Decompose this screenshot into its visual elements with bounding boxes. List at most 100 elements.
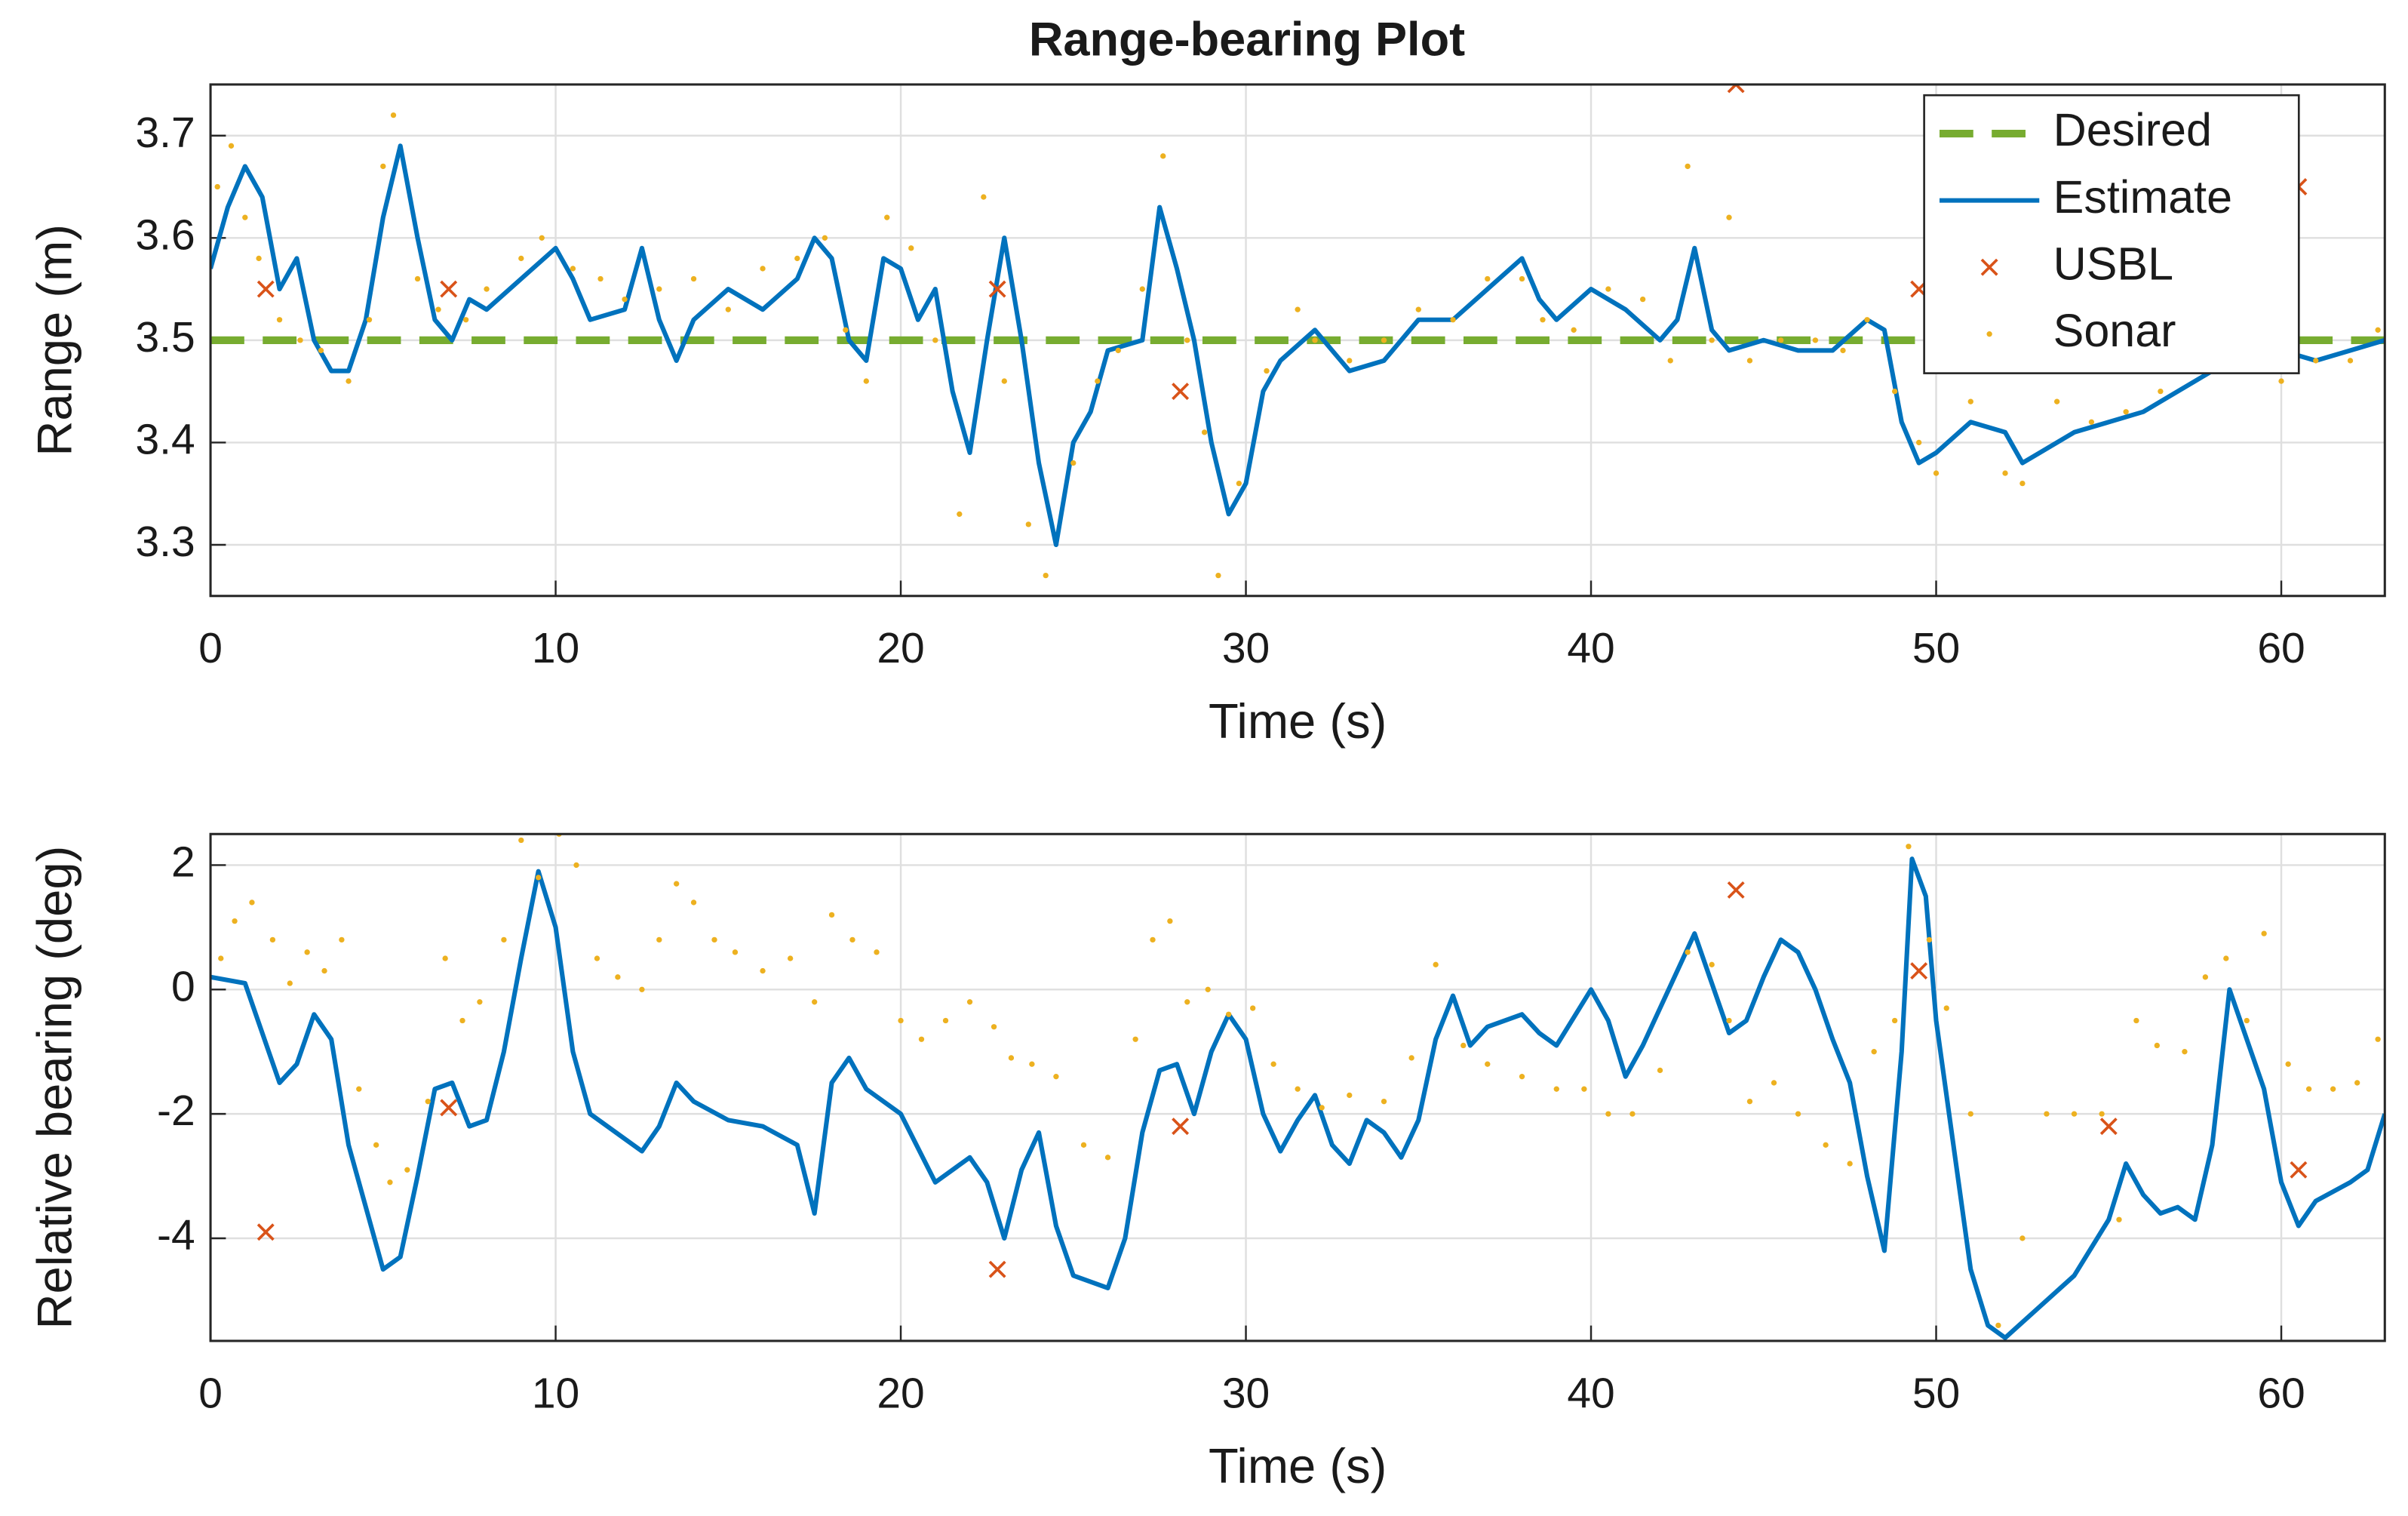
sonar-point [1381,337,1387,343]
sonar-point [2123,409,2129,415]
sonar-point [287,980,293,986]
sonar-point [318,347,324,354]
x-tick-label: 10 [532,624,579,672]
sonar-point [674,881,680,887]
sonar-point [1408,1055,1414,1061]
sonar-point [242,214,248,220]
sonar-point [536,875,542,881]
sonar-point [321,967,327,974]
sonar-point [1795,1111,1801,1117]
sonar-point [304,949,310,955]
sonar-point [957,511,963,517]
sonar-point [380,163,386,170]
x-tick-label: 50 [1912,624,1960,672]
chart-title: Range-bearing Plot [1029,14,1465,66]
legend-swatch [1986,331,1992,337]
sonar-point [1053,1074,1059,1080]
sonar-point [249,899,255,906]
x-tick-label: 60 [2257,624,2305,672]
sonar-point [787,955,794,961]
sonar-point [1236,480,1242,487]
sonar-point [615,974,621,980]
sonar-point [2019,1235,2026,1241]
x-tick-label: 50 [1912,1369,1960,1417]
sonar-point [387,1179,393,1185]
sonar-point [1906,844,1912,850]
sonar-point [1519,275,1525,282]
sonar-point [2019,480,2026,487]
sonar-point [2375,327,2381,333]
sonar-point [2305,1086,2312,1092]
sonar-point [1685,163,1691,170]
sonar-point [2154,1042,2160,1049]
x-tick-label: 40 [1567,1369,1614,1417]
sonar-point [1381,1098,1387,1105]
sonar-point [1709,961,1715,967]
sonar-point [539,235,545,241]
sonar-point [2202,974,2209,980]
sonar-point [1139,286,1145,292]
sonar-point [1871,1049,1877,1055]
sonar-point [1029,1061,1035,1067]
sonar-point [843,327,849,333]
sonar-point [822,235,828,241]
sonar-point [1995,1322,2001,1329]
sonar-point [462,317,469,323]
sonar-point [1864,317,1870,323]
sonar-point [2347,358,2354,364]
sonar-point [1264,367,1270,374]
usbl-marker [440,1099,458,1117]
sonar-point [214,183,220,190]
sonar-point [2044,1111,2050,1117]
sonar-point [884,214,890,220]
x-tick-label: 20 [877,624,924,672]
y-tick-label: -4 [157,1211,195,1259]
sonar-point [2244,1017,2250,1024]
usbl-marker [1727,881,1745,899]
sonar-point [228,143,235,149]
sonar-point [908,245,914,251]
sonar-point [1915,439,1922,446]
legend-label: USBL [2053,238,2173,289]
sonar-point [656,936,662,943]
sonar-point [218,955,224,961]
y-tick-label: 3.6 [135,211,195,259]
sonar-point [1891,1017,1898,1024]
sonar-point [1726,1017,1732,1024]
usbl-marker [440,280,458,298]
x-tick-label: 20 [877,1369,924,1417]
sonar-point [597,275,604,282]
sonar-point [760,266,766,272]
sonar-point [2002,470,2008,476]
sonar-point [2313,358,2319,364]
legend-box [1923,94,2300,374]
sonar-point [2116,1216,2122,1222]
series-line [210,856,2385,1340]
usbl-marker [256,280,275,298]
sonar-point [1347,1092,1353,1099]
sonar-point [2330,1086,2336,1092]
sonar-point [760,967,766,974]
sonar-point [1933,470,1940,476]
sonar-point [1415,306,1421,312]
sonar-point [435,306,441,312]
sonar-point [1540,317,1546,323]
sonar-point [425,1098,431,1105]
sonar-point [2375,1036,2381,1042]
sonar-point [356,1086,362,1092]
sonar-point [1485,275,1491,282]
sonar-point [1667,358,1673,364]
sonar-point [1485,1061,1491,1067]
sonar-point [2133,1017,2139,1024]
legend-swatch [1980,258,1998,276]
y-axis-label: Range (m) [27,224,82,457]
sonar-point [849,936,855,943]
sonar-point [501,936,507,943]
sonar-point [918,1036,925,1042]
sonar-point [1726,214,1732,220]
sonar-point [1433,961,1439,967]
sonar-point [981,194,987,200]
sonar-point [297,337,303,343]
sonar-point [1319,1105,1325,1111]
sonar-point [2285,1061,2291,1067]
